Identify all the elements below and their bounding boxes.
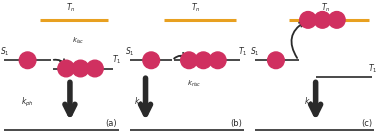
Text: (b): (b)	[230, 119, 242, 128]
Text: $k_{ph}$: $k_{ph}$	[21, 95, 34, 109]
Ellipse shape	[268, 52, 284, 69]
Text: $T_1$: $T_1$	[368, 62, 377, 75]
Text: $k_{isc}$: $k_{isc}$	[72, 36, 84, 46]
Ellipse shape	[209, 52, 226, 69]
Text: $k_f$: $k_f$	[134, 96, 143, 108]
Ellipse shape	[300, 12, 316, 28]
Text: $k_f$: $k_f$	[304, 96, 313, 108]
Text: $T_n$: $T_n$	[191, 2, 201, 14]
Text: $T_n$: $T_n$	[66, 2, 76, 14]
Text: $S_1$: $S_1$	[250, 46, 260, 58]
Text: $S_1$: $S_1$	[0, 46, 10, 58]
Ellipse shape	[87, 60, 103, 77]
Ellipse shape	[143, 52, 160, 69]
Text: (c): (c)	[361, 119, 372, 128]
Ellipse shape	[72, 60, 89, 77]
Ellipse shape	[19, 52, 36, 69]
Text: (a): (a)	[105, 119, 117, 128]
Text: $T_1$: $T_1$	[112, 54, 121, 66]
Ellipse shape	[58, 60, 74, 77]
Text: $S_1$: $S_1$	[125, 46, 135, 58]
Text: $T_n$: $T_n$	[321, 2, 331, 14]
Ellipse shape	[314, 12, 331, 28]
Text: $k_{risc}$: $k_{risc}$	[187, 79, 202, 89]
Ellipse shape	[181, 52, 197, 69]
Text: $T_1$: $T_1$	[238, 46, 248, 58]
Ellipse shape	[328, 12, 345, 28]
Ellipse shape	[195, 52, 212, 69]
